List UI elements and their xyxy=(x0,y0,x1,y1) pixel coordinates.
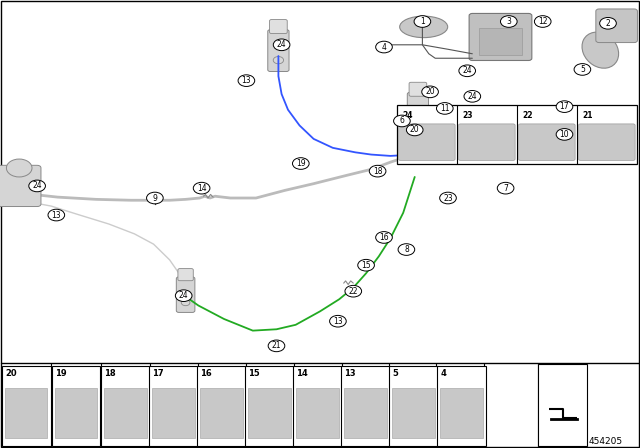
FancyBboxPatch shape xyxy=(458,124,515,160)
Circle shape xyxy=(398,244,415,255)
Ellipse shape xyxy=(399,16,448,38)
Text: 5: 5 xyxy=(392,369,398,378)
Text: 12: 12 xyxy=(538,17,547,26)
Text: 20: 20 xyxy=(410,125,420,134)
Text: 18: 18 xyxy=(373,167,382,176)
FancyBboxPatch shape xyxy=(469,13,532,60)
Circle shape xyxy=(273,56,284,64)
FancyBboxPatch shape xyxy=(197,366,246,446)
Text: 21: 21 xyxy=(272,341,281,350)
FancyBboxPatch shape xyxy=(5,388,47,438)
FancyBboxPatch shape xyxy=(596,9,637,43)
Circle shape xyxy=(556,101,573,112)
Text: 23: 23 xyxy=(443,194,453,202)
Text: 15: 15 xyxy=(248,369,260,378)
Text: 24: 24 xyxy=(467,92,477,101)
Text: 20: 20 xyxy=(425,87,435,96)
FancyBboxPatch shape xyxy=(409,82,427,96)
FancyBboxPatch shape xyxy=(407,92,429,134)
Circle shape xyxy=(556,129,573,140)
Circle shape xyxy=(394,115,410,127)
Text: 10: 10 xyxy=(559,130,570,139)
FancyBboxPatch shape xyxy=(389,366,438,446)
Circle shape xyxy=(414,16,431,27)
Circle shape xyxy=(406,124,423,136)
Circle shape xyxy=(273,39,290,51)
Circle shape xyxy=(292,158,309,169)
Text: 24: 24 xyxy=(402,111,412,120)
Text: 8: 8 xyxy=(404,245,409,254)
Circle shape xyxy=(459,65,476,77)
Text: 21: 21 xyxy=(582,111,593,120)
Circle shape xyxy=(147,192,163,204)
Text: 1: 1 xyxy=(420,17,425,26)
FancyBboxPatch shape xyxy=(245,366,294,446)
Text: 22: 22 xyxy=(522,111,532,120)
Text: 15: 15 xyxy=(361,261,371,270)
Text: 2: 2 xyxy=(605,19,611,28)
Text: 5: 5 xyxy=(580,65,585,74)
FancyBboxPatch shape xyxy=(149,366,198,446)
Text: 4: 4 xyxy=(381,43,387,52)
FancyBboxPatch shape xyxy=(518,124,575,160)
Text: 9: 9 xyxy=(152,194,157,202)
FancyBboxPatch shape xyxy=(538,364,587,446)
Circle shape xyxy=(175,290,192,302)
Circle shape xyxy=(534,16,551,27)
Text: 16: 16 xyxy=(200,369,212,378)
FancyBboxPatch shape xyxy=(440,388,483,438)
Circle shape xyxy=(181,300,190,306)
Circle shape xyxy=(48,209,65,221)
Circle shape xyxy=(413,119,423,126)
Circle shape xyxy=(376,41,392,53)
Text: 13: 13 xyxy=(51,211,61,220)
Circle shape xyxy=(369,165,386,177)
Text: 24: 24 xyxy=(462,66,472,75)
FancyBboxPatch shape xyxy=(392,388,435,438)
Circle shape xyxy=(436,103,453,114)
FancyBboxPatch shape xyxy=(178,269,193,281)
Circle shape xyxy=(500,16,517,27)
FancyBboxPatch shape xyxy=(479,28,522,55)
Text: 13: 13 xyxy=(241,76,252,85)
FancyBboxPatch shape xyxy=(200,388,243,438)
Text: 14: 14 xyxy=(196,184,207,193)
Circle shape xyxy=(193,182,210,194)
FancyBboxPatch shape xyxy=(101,366,150,446)
Text: 18: 18 xyxy=(104,369,116,378)
Text: 22: 22 xyxy=(349,287,358,296)
FancyBboxPatch shape xyxy=(399,124,455,160)
Circle shape xyxy=(464,90,481,102)
Text: 6: 6 xyxy=(399,116,404,125)
Text: 14: 14 xyxy=(296,369,308,378)
Circle shape xyxy=(574,64,591,75)
Text: 17: 17 xyxy=(559,102,570,111)
FancyBboxPatch shape xyxy=(579,124,635,160)
FancyBboxPatch shape xyxy=(177,277,195,312)
Text: 13: 13 xyxy=(333,317,343,326)
Circle shape xyxy=(268,340,285,352)
FancyBboxPatch shape xyxy=(52,366,100,446)
FancyBboxPatch shape xyxy=(104,388,147,438)
Text: 16: 16 xyxy=(379,233,389,242)
FancyBboxPatch shape xyxy=(268,30,289,72)
Text: 17: 17 xyxy=(152,369,164,378)
Circle shape xyxy=(600,17,616,29)
Circle shape xyxy=(376,232,392,243)
Text: 23: 23 xyxy=(462,111,472,120)
FancyBboxPatch shape xyxy=(344,388,387,438)
Circle shape xyxy=(345,285,362,297)
FancyBboxPatch shape xyxy=(296,388,339,438)
Circle shape xyxy=(422,86,438,98)
Text: 3: 3 xyxy=(506,17,511,26)
FancyBboxPatch shape xyxy=(152,388,195,438)
FancyBboxPatch shape xyxy=(341,366,390,446)
FancyBboxPatch shape xyxy=(2,366,51,446)
Text: 20: 20 xyxy=(5,369,17,378)
Circle shape xyxy=(330,315,346,327)
Text: 24: 24 xyxy=(32,181,42,190)
Circle shape xyxy=(29,180,45,192)
FancyBboxPatch shape xyxy=(248,388,291,438)
Text: 13: 13 xyxy=(344,369,356,378)
